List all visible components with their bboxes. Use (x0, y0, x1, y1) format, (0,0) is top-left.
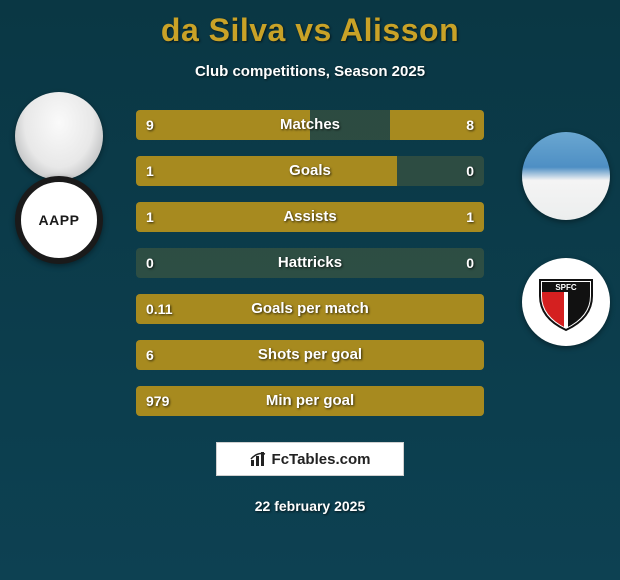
bar-track (136, 202, 484, 232)
stat-row: Goals10 (0, 156, 620, 186)
source-badge: FcTables.com (216, 442, 404, 476)
bar-left (136, 294, 484, 324)
bar-left (136, 110, 310, 140)
bar-track (136, 340, 484, 370)
bar-track (136, 386, 484, 416)
footer-date: 22 february 2025 (0, 498, 620, 514)
subtitle: Club competitions, Season 2025 (0, 63, 620, 80)
page-title: da Silva vs Alisson (0, 0, 620, 49)
bar-track (136, 156, 484, 186)
bar-left (136, 340, 484, 370)
stat-row: Min per goal979 (0, 386, 620, 416)
bar-track (136, 248, 484, 278)
bar-left (136, 202, 310, 232)
bar-left (136, 156, 397, 186)
stat-row: Assists11 (0, 202, 620, 232)
source-label: FcTables.com (272, 451, 371, 468)
bar-chart-icon (250, 450, 268, 468)
stat-row: Shots per goal6 (0, 340, 620, 370)
bar-right (390, 110, 484, 140)
bar-track (136, 294, 484, 324)
stat-row: Hattricks00 (0, 248, 620, 278)
bar-track (136, 110, 484, 140)
bar-right (310, 202, 484, 232)
stat-row: Goals per match0.11 (0, 294, 620, 324)
bar-left (136, 386, 484, 416)
stats-area: Matches98 Goals10 Assists11 Hattricks00 Goal… (0, 110, 620, 416)
stat-row: Matches98 (0, 110, 620, 140)
